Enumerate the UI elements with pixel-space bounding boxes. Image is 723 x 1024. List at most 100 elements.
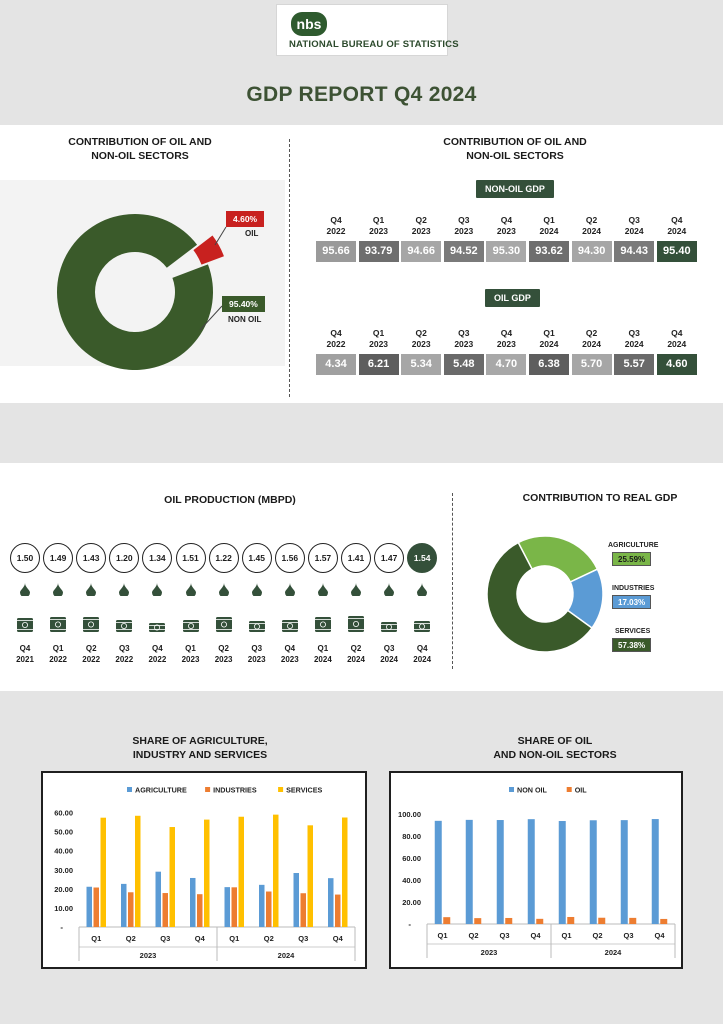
oil-barrel-icon [83, 617, 100, 632]
oil-gdp-value: 4.34 [316, 354, 356, 375]
donut-slice-oil [193, 235, 224, 265]
production-bubble: 1.56 [274, 543, 305, 573]
bar-agriculture [86, 886, 92, 927]
x-tick-label: Q1 [561, 931, 571, 940]
oil-drop-icon [317, 583, 328, 596]
oil-drop-icon [86, 583, 97, 596]
oil-gdp-value: 5.70 [571, 354, 612, 375]
bar-industries [266, 891, 272, 927]
legend-swatch [205, 787, 211, 792]
bar-industries [300, 893, 306, 927]
bar-services [307, 825, 313, 927]
non-oil-gdp-value: 93.79 [358, 241, 399, 262]
oil-barrel-icon [314, 617, 331, 632]
quarter-header: Q4 2023 [496, 328, 516, 349]
oil-nonoil-donut [56, 213, 227, 370]
bar-services [342, 817, 348, 927]
sector-share-chart: AGRICULTURE INDUSTRIES SERVICES 10.00 20.00 3… [41, 771, 367, 969]
quarter-header: Q4 2024 [667, 328, 687, 349]
production-bubble: 1.41 [341, 543, 371, 573]
oil-label: OIL [245, 229, 259, 238]
oil-barrel-icon [348, 616, 364, 632]
bar-agriculture [224, 887, 230, 927]
oil-drop-icon [284, 583, 295, 596]
oil-gdp-value: 5.57 [614, 354, 655, 375]
x-tick-label: Q1 [91, 934, 101, 943]
production-bubble: 1.47 [374, 543, 405, 573]
oil-drop-icon [152, 583, 163, 596]
oil-barrel-icon [248, 621, 265, 632]
bar-industries [93, 887, 99, 927]
y-zero-label: - [60, 923, 63, 932]
x-tick-label: Q2 [468, 931, 478, 940]
oil-gdp-value: 4.60 [656, 354, 697, 375]
y-tick-label: 80.00 [402, 832, 421, 841]
oil-barrel-icon [149, 623, 166, 632]
oil-barrel-icon [116, 620, 133, 632]
production-bubble: 1.50 [10, 543, 40, 573]
production-quarter: Q2 2024 [347, 644, 365, 664]
oil-gdp-value: 6.38 [529, 354, 569, 375]
production-quarter: Q3 2022 [115, 644, 134, 664]
legend-swatch [278, 787, 284, 792]
bar-industries [335, 894, 341, 927]
production-bubble: 1.34 [142, 543, 173, 573]
bar-agriculture [121, 883, 127, 927]
non-oil-gdp-value: 93.62 [529, 241, 569, 262]
bar-non-oil [558, 821, 566, 924]
bar-non-oil [465, 819, 473, 924]
production-bubble: 1.43 [76, 543, 107, 573]
x-tick-label: Q4 [195, 934, 206, 943]
quarter-header: Q1 2024 [539, 215, 559, 236]
y-tick-label: 60.00 [402, 854, 421, 863]
y-tick-label: 100.00 [398, 810, 421, 819]
oil-drop-icon [251, 583, 262, 596]
group-label: 2023 [140, 951, 157, 960]
sector-share-title: SHARE OF AGRICULTURE, INDUSTRY AND SERVI… [132, 735, 268, 761]
oil-share-title: SHARE OF OIL AND NON-OIL SECTORS [493, 735, 617, 761]
y-tick-label: 50.00 [54, 828, 73, 837]
bar-agriculture [155, 871, 161, 927]
oil-drop-icon [53, 583, 64, 596]
x-tick-label: Q3 [499, 931, 509, 940]
legend-label: AGRICULTURE [135, 786, 187, 795]
divider [289, 139, 290, 397]
bar-oil [443, 917, 451, 924]
section-production: OIL PRODUCTION (MBPD) 1.50 Q4 2021 1.49 Q1 20… [0, 463, 723, 691]
production-bubble: 1.45 [241, 543, 272, 573]
bar-services [238, 816, 244, 927]
production-bubble: 1.22 [208, 543, 239, 573]
bar-non-oil [527, 819, 535, 924]
quarter-header: Q1 2023 [369, 215, 389, 236]
industries-label: INDUSTRIES [612, 585, 655, 592]
left-section-title: CONTRIBUTION OF OIL AND NON-OIL SECTORS [68, 136, 212, 162]
x-tick-label: Q1 [229, 934, 239, 943]
y-tick-label: 40.00 [402, 876, 421, 885]
quarter-header: Q2 2023 [411, 328, 431, 349]
legend-label: SERVICES [286, 786, 322, 795]
x-tick-label: Q3 [623, 931, 633, 940]
bar-oil [629, 917, 637, 924]
production-bubble: 1.20 [109, 543, 140, 573]
legend-swatch [509, 787, 514, 792]
quarter-header: Q2 2024 [582, 215, 602, 236]
legend-label: NON OIL [517, 786, 548, 795]
oil-leader-line [214, 226, 227, 246]
oil-barrel-icon [17, 618, 33, 632]
right-section-title: CONTRIBUTION OF OIL AND NON-OIL SECTORS [443, 136, 587, 162]
oil-value-tag: 4.60% [226, 211, 265, 227]
oil-gdp-value: 6.21 [358, 354, 399, 375]
bar-non-oil [651, 819, 659, 924]
quarter-header: Q2 2023 [411, 215, 431, 236]
non-oil-value-tag: 95.40% [222, 296, 265, 312]
production-quarter: Q4 2022 [148, 644, 167, 664]
oil-barrel-icon [182, 620, 199, 632]
legend-swatch [127, 787, 132, 792]
production-quarter: Q1 2024 [313, 644, 332, 664]
bar-oil [660, 918, 668, 924]
y-zero-label: - [408, 920, 411, 929]
non-oil-gdp-value: 95.66 [316, 241, 356, 262]
bar-services [135, 815, 141, 927]
donut-slice-non-oil [56, 213, 214, 370]
x-tick-label: Q1 [437, 931, 447, 940]
